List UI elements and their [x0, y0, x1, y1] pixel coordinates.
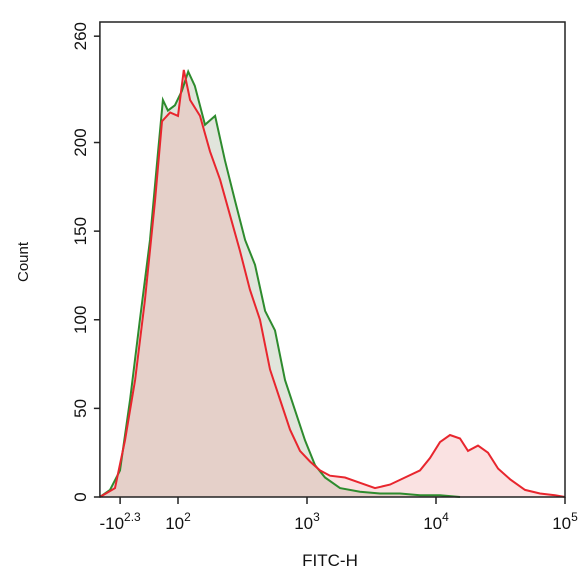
x-tick-base: 10	[165, 514, 184, 533]
x-tick-exponent: 2.3	[124, 510, 141, 524]
plot-frame	[99, 21, 566, 498]
y-tick-label: 150	[71, 217, 90, 245]
y-tick-label: 0	[71, 492, 90, 501]
x-tick-exponent: 4	[442, 510, 449, 524]
y-axis-label: Count	[15, 241, 32, 282]
x-tick-base: 10	[552, 514, 571, 533]
x-tick-base: -10	[99, 514, 124, 533]
x-tick-base: 10	[294, 514, 313, 533]
x-tick-exponent: 2	[184, 510, 191, 524]
y-tick-label: 100	[71, 306, 90, 334]
y-tick-label: 50	[71, 399, 90, 418]
x-tick-label: 103	[294, 510, 320, 533]
x-tick-base: 10	[423, 514, 442, 533]
x-tick-label: 105	[552, 510, 578, 533]
histogram-line	[99, 69, 566, 498]
x-tick-exponent: 5	[571, 510, 578, 524]
area-fill	[99, 69, 566, 498]
x-axis-label: FITC-H	[302, 551, 358, 570]
area-fill	[99, 71, 461, 497]
x-tick-label: 104	[423, 510, 449, 533]
y-tick-label: 260	[71, 22, 90, 50]
y-tick-label: 200	[71, 128, 90, 156]
x-tick-exponent: 3	[313, 510, 320, 524]
x-tick-label: 102	[165, 510, 191, 533]
histogram-line	[99, 68, 461, 498]
x-tick-label: -102.3	[99, 510, 141, 533]
